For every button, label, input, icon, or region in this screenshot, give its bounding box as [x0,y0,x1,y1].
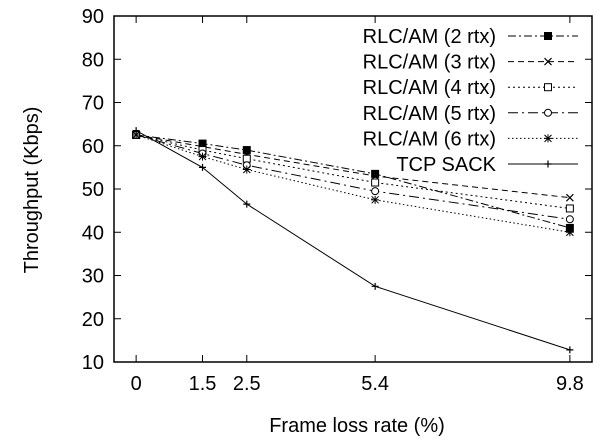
data-point [371,178,380,187]
x-tick-label: 1.5 [189,373,217,395]
series-line [135,134,570,209]
axes: 10 20 30 40 50 60 70 80 90 0 1.5 2.5 5.4 9.8 [82,6,593,395]
y-tick-label: 60 [82,136,104,158]
plot-frame [113,15,593,363]
y-tick-label: 30 [82,266,104,288]
data-point [565,193,574,202]
y-tick-label: 50 [82,179,104,201]
y-tick-label: 20 [82,309,104,331]
data-point [198,152,207,161]
x-tick-label: 2.5 [233,373,261,395]
legend-label: TCP SACK [396,154,496,176]
y-axis-title: Throughput (Kbps) [21,107,43,274]
x-tick-label: 0 [131,373,142,395]
data-point [371,172,380,180]
series-6 [132,127,574,354]
series-line [135,130,571,351]
data-point [242,165,251,174]
data-point [565,204,574,213]
legend-label: RLC/AM (5 rtx) [363,103,496,125]
x-tick-label: 5.4 [361,373,389,395]
data-point [371,169,380,178]
legend-marker [544,32,552,40]
legend-marker [544,134,552,143]
legend-marker [544,83,552,92]
legend-item: RLC/AM (6 rtx) [363,128,578,150]
legend-item: RLC/AM (3 rtx) [363,52,578,74]
data-point [371,195,380,204]
data-point [132,127,140,135]
y-tick-label: 90 [82,6,104,28]
legend-label: RLC/AM (2 rtx) [363,26,496,48]
data-point [132,130,141,139]
legend: RLC/AM (2 rtx) RLC/AM (3 rtx) RLC/AM (4 rt… [363,26,578,176]
data-point [371,282,379,290]
y-tick-label: 70 [82,93,104,115]
series-5 [132,130,574,237]
legend-label: RLC/AM (6 rtx) [363,128,496,150]
legend-label: RLC/AM (4 rtx) [363,77,496,99]
data-point [566,346,574,354]
legend-label: RLC/AM (3 rtx) [363,52,496,74]
x-tick-label: 9.8 [556,373,584,395]
y-tick-label: 80 [82,49,104,71]
legend-item: RLC/AM (4 rtx) [363,77,578,99]
legend-item: TCP SACK [396,154,578,176]
legend-marker [544,108,552,117]
data-point [565,228,574,237]
data-point [243,200,251,208]
data-point [242,154,251,163]
legend-marker [544,57,552,66]
y-tick-label: 40 [82,222,104,244]
legend-item: RLC/AM (2 rtx) [363,26,578,48]
y-tick-label: 10 [82,352,104,374]
data-point [199,163,207,171]
data-point [371,187,380,196]
series-line [136,134,571,229]
plot-area [132,127,574,354]
legend-item: RLC/AM (5 rtx) [363,103,578,125]
legend-marker [544,160,552,168]
x-axis-title: Frame loss rate (%) [269,415,445,437]
data-point [565,215,574,224]
